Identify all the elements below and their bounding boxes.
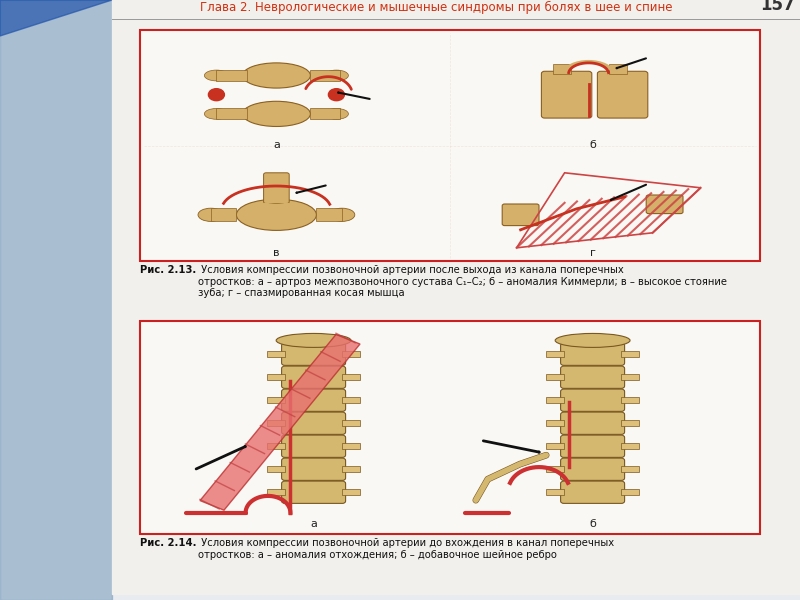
FancyBboxPatch shape <box>561 389 625 412</box>
Bar <box>310 70 341 81</box>
Bar <box>267 374 285 380</box>
Bar <box>342 466 360 472</box>
Text: Рис. 2.13.: Рис. 2.13. <box>140 265 196 275</box>
FancyBboxPatch shape <box>264 173 290 203</box>
Polygon shape <box>200 334 360 510</box>
Bar <box>622 374 639 380</box>
Ellipse shape <box>325 109 349 119</box>
Bar <box>267 397 285 403</box>
Bar <box>342 397 360 403</box>
Text: г: г <box>590 248 595 259</box>
FancyBboxPatch shape <box>282 481 346 503</box>
Text: Условия компрессии позвоночной артерии до вхождения в канал поперечных
отростков: Условия компрессии позвоночной артерии д… <box>198 538 614 560</box>
Ellipse shape <box>276 334 351 347</box>
Bar <box>554 64 571 74</box>
Bar <box>622 489 639 496</box>
Bar <box>546 466 564 472</box>
Bar <box>342 351 360 358</box>
FancyBboxPatch shape <box>282 343 346 365</box>
Bar <box>546 397 564 403</box>
Bar <box>546 443 564 449</box>
Bar <box>267 443 285 449</box>
Text: а: а <box>310 519 317 529</box>
Bar <box>140 321 760 534</box>
FancyBboxPatch shape <box>282 389 346 412</box>
Bar <box>546 374 564 380</box>
Bar <box>546 489 564 496</box>
Ellipse shape <box>205 70 229 81</box>
Bar <box>310 109 341 119</box>
Ellipse shape <box>237 199 317 230</box>
FancyBboxPatch shape <box>282 458 346 481</box>
FancyBboxPatch shape <box>561 412 625 434</box>
Bar <box>622 397 639 403</box>
Text: б: б <box>589 140 596 150</box>
FancyBboxPatch shape <box>561 481 625 503</box>
Text: Рис. 2.14.: Рис. 2.14. <box>140 538 197 548</box>
Bar <box>342 374 360 380</box>
FancyBboxPatch shape <box>561 343 625 365</box>
Text: а: а <box>273 140 280 150</box>
FancyBboxPatch shape <box>502 204 539 226</box>
FancyBboxPatch shape <box>282 366 346 388</box>
Bar <box>267 351 285 358</box>
Ellipse shape <box>198 208 224 221</box>
Bar <box>610 64 627 74</box>
Bar <box>622 351 639 358</box>
Bar <box>267 489 285 496</box>
Bar <box>546 420 564 427</box>
FancyBboxPatch shape <box>561 366 625 388</box>
Bar <box>342 443 360 449</box>
FancyBboxPatch shape <box>646 195 683 214</box>
FancyBboxPatch shape <box>282 435 346 457</box>
Ellipse shape <box>242 63 310 88</box>
Text: Условия компрессии позвоночной артерии после выхода из канала поперечных
отростк: Условия компрессии позвоночной артерии п… <box>198 265 726 298</box>
Bar <box>0 0 112 600</box>
Polygon shape <box>768 0 800 72</box>
Bar <box>267 420 285 427</box>
Bar <box>622 443 639 449</box>
Bar <box>267 466 285 472</box>
Circle shape <box>329 89 345 101</box>
Bar <box>317 208 342 221</box>
Bar <box>622 466 639 472</box>
FancyBboxPatch shape <box>542 71 592 118</box>
Bar <box>140 30 760 261</box>
Bar <box>112 0 800 594</box>
Text: 157: 157 <box>760 0 795 14</box>
Bar <box>216 109 246 119</box>
Ellipse shape <box>330 208 355 221</box>
Ellipse shape <box>325 70 349 81</box>
Text: б: б <box>589 519 596 529</box>
FancyBboxPatch shape <box>561 435 625 457</box>
Bar <box>342 489 360 496</box>
Text: в: в <box>273 248 280 259</box>
Ellipse shape <box>555 334 630 347</box>
Ellipse shape <box>205 109 229 119</box>
Bar <box>546 351 564 358</box>
Text: Глава 2. Неврологические и мышечные синдромы при болях в шее и спине: Глава 2. Неврологические и мышечные синд… <box>200 1 672 14</box>
Bar <box>216 70 246 81</box>
FancyBboxPatch shape <box>561 458 625 481</box>
Circle shape <box>208 89 224 101</box>
Polygon shape <box>0 0 112 36</box>
Ellipse shape <box>242 101 310 127</box>
Bar <box>211 208 237 221</box>
FancyBboxPatch shape <box>598 71 648 118</box>
Bar <box>342 420 360 427</box>
Bar <box>622 420 639 427</box>
FancyBboxPatch shape <box>282 412 346 434</box>
